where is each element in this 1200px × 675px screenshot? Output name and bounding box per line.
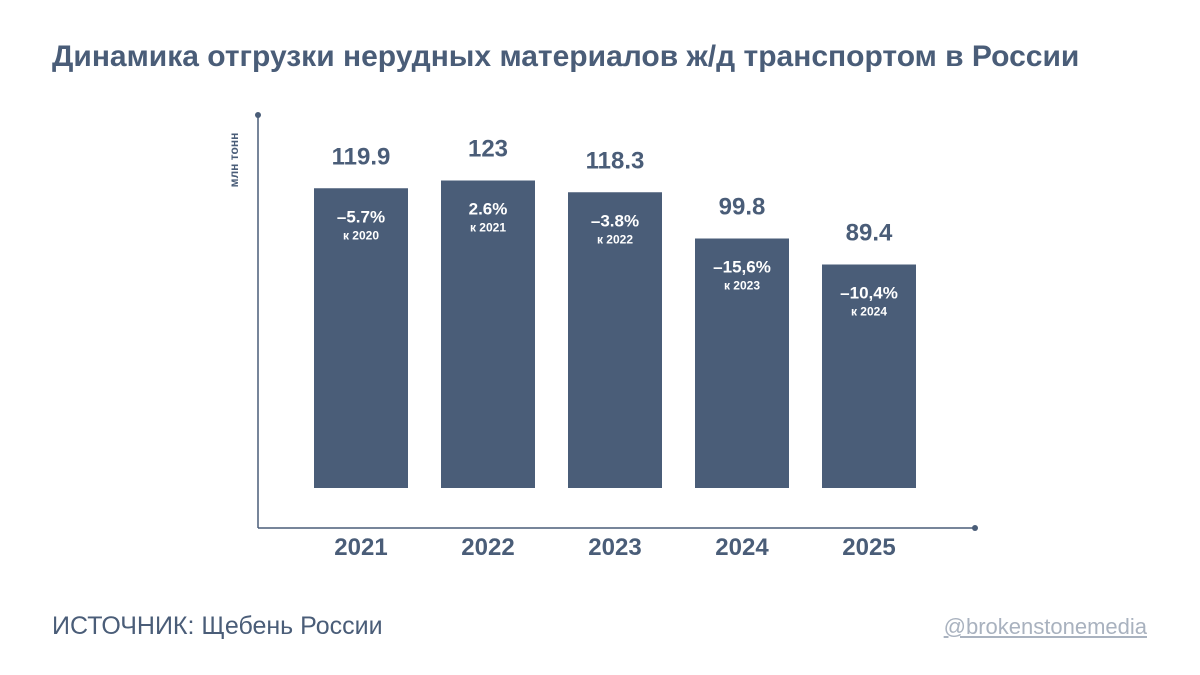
x-tick-2023: 2023 (588, 534, 641, 561)
value-label-2024: 99.8 (719, 194, 766, 221)
change-label-2024: –15,6% (713, 258, 771, 277)
bars-group: 119.9 –5.7% к 2020 2021 123 2.6% к 2021 2022 118… (314, 136, 916, 561)
change-ref-2024: к 2023 (724, 279, 760, 293)
x-tick-2022: 2022 (461, 534, 514, 561)
bar-2025 (822, 264, 916, 488)
x-tick-2024: 2024 (715, 534, 769, 561)
bar-chart: млн тонн 119.9 –5.7% к 2020 2021 123 2.6% к 20… (227, 112, 978, 561)
chart-title: Динамика отгрузки нерудных материалов ж/… (52, 40, 1080, 73)
source-note: ИСТОЧНИК: Щебень России (52, 612, 383, 640)
axes (255, 112, 978, 531)
value-label-2022: 123 (468, 136, 508, 163)
change-label-2021: –5.7% (337, 207, 385, 226)
change-ref-2022: к 2021 (470, 221, 506, 235)
social-handle-link[interactable]: @brokenstonemedia (943, 614, 1147, 639)
x-tick-2021: 2021 (334, 534, 387, 561)
bar-2024 (695, 238, 789, 488)
change-label-2025: –10,4% (840, 284, 898, 303)
value-label-2025: 89.4 (846, 220, 893, 247)
y-axis-label: млн тонн (227, 133, 241, 188)
change-label-2023: –3.8% (591, 211, 639, 230)
value-label-2023: 118.3 (586, 147, 645, 174)
value-label-2021: 119.9 (332, 143, 391, 170)
y-axis-end-dot (255, 112, 261, 118)
x-tick-2025: 2025 (842, 534, 895, 561)
bar-2023 (568, 192, 662, 488)
bar-2021 (314, 188, 408, 488)
bar-2022 (441, 180, 535, 488)
change-ref-2025: к 2024 (851, 305, 887, 319)
x-axis-end-dot (972, 525, 978, 531)
change-ref-2021: к 2020 (343, 228, 379, 242)
change-ref-2023: к 2022 (597, 232, 633, 246)
change-label-2022: 2.6% (469, 200, 508, 219)
